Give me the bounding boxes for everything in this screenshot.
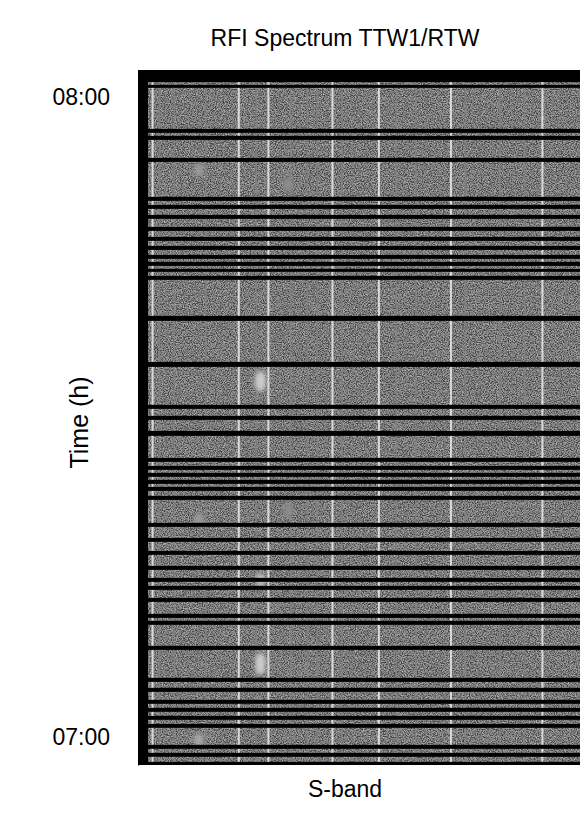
rfi-line — [341, 82, 343, 762]
data-gap — [138, 431, 580, 436]
y-axis: 07:00 08:00 — [52, 71, 138, 766]
spectrum-background — [148, 82, 580, 762]
data-gap — [138, 538, 580, 542]
rfi-line — [465, 82, 467, 762]
data-gap — [138, 405, 580, 409]
data-gap — [138, 745, 580, 749]
data-gap — [138, 466, 580, 470]
data-gap — [138, 473, 580, 477]
data-gap — [138, 246, 580, 250]
y-tick-label: 08:00 — [52, 84, 110, 110]
rfi-line — [524, 82, 526, 762]
data-gap — [138, 523, 580, 527]
data-gap — [138, 724, 580, 728]
data-gap — [138, 566, 580, 570]
data-gap — [138, 205, 580, 209]
data-gap — [138, 362, 580, 367]
rfi-line — [159, 82, 161, 762]
rfi-line — [316, 82, 318, 762]
data-gap — [138, 215, 580, 219]
data-gap — [138, 129, 580, 133]
plot-frame — [138, 70, 580, 765]
data-gap — [138, 578, 580, 582]
data-gap — [138, 416, 580, 420]
rfi-blob — [283, 503, 293, 517]
data-gap — [138, 487, 580, 491]
data-gap — [138, 237, 580, 241]
rfi-line — [396, 82, 398, 762]
data-gap — [138, 269, 580, 272]
y-axis-line — [138, 71, 139, 766]
data-gap — [138, 85, 580, 88]
data-gap — [138, 700, 580, 704]
data-gap — [138, 480, 580, 484]
rfi-line — [238, 82, 240, 762]
rfi-line — [307, 82, 309, 762]
data-gap — [138, 598, 580, 602]
rfi-line — [415, 82, 417, 762]
rfi-line — [331, 82, 333, 762]
data-gap — [138, 586, 580, 590]
y-axis-title: Time (h) — [65, 376, 93, 468]
data-gap — [138, 255, 580, 259]
data-gap — [138, 276, 580, 280]
data-gap — [138, 496, 580, 500]
data-gap — [138, 688, 580, 692]
data-gap — [138, 136, 580, 140]
rfi-blob — [194, 163, 204, 177]
rfi-blob — [255, 378, 265, 392]
rfi-line — [152, 82, 154, 762]
plot-area — [138, 82, 580, 762]
data-gap — [138, 753, 580, 757]
rfi-line — [378, 82, 380, 762]
chart: 07:00 08:00 RFI Spectrum TTW1/RTW S-band Tim… — [0, 0, 586, 814]
data-gap — [138, 458, 580, 462]
x-axis-title: S-band — [308, 776, 382, 802]
rfi-blob — [283, 178, 293, 192]
y-tick-label: 07:00 — [52, 724, 110, 750]
data-gap — [138, 551, 580, 555]
chart-title: RFI Spectrum TTW1/RTW — [211, 25, 480, 51]
data-gap — [138, 708, 580, 712]
rfi-line — [450, 82, 452, 762]
data-gap — [138, 262, 580, 266]
rfi-line — [499, 82, 501, 762]
data-gap — [138, 646, 580, 650]
data-gap — [138, 316, 580, 321]
rfi-blob — [255, 661, 265, 675]
data-gap — [138, 158, 580, 162]
data-gap — [138, 678, 580, 682]
y-tick: 08:00 — [52, 84, 138, 110]
data-gap — [138, 716, 580, 720]
data-gap — [138, 621, 580, 625]
data-gap — [138, 227, 580, 231]
rfi-line — [541, 82, 543, 762]
data-gap — [138, 614, 580, 618]
data-gap — [138, 197, 580, 201]
rfi-line — [267, 82, 269, 762]
y-tick: 07:00 — [52, 724, 138, 750]
rfi-line — [205, 82, 207, 762]
rfi-line — [174, 82, 176, 762]
